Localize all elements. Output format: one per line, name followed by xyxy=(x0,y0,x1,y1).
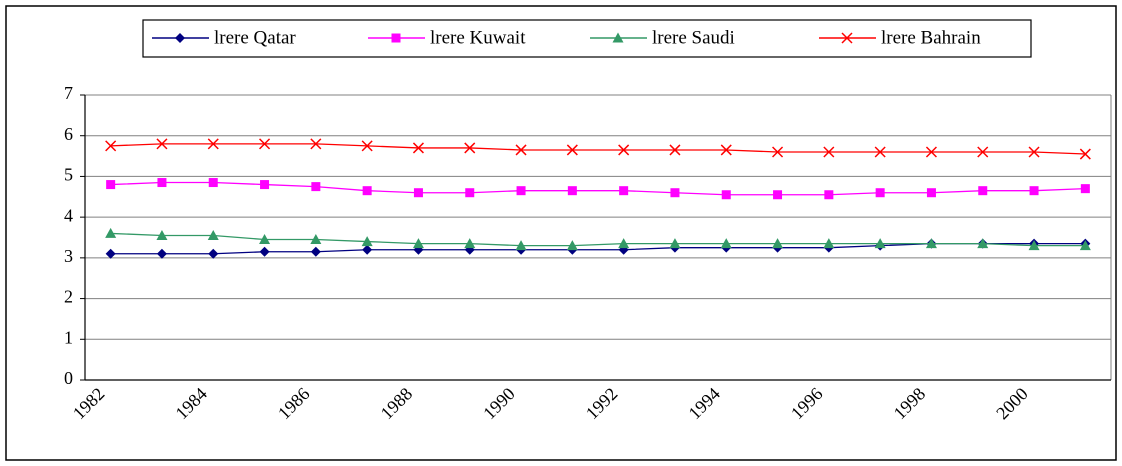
marker xyxy=(516,186,526,196)
marker xyxy=(925,238,937,249)
marker xyxy=(361,236,373,247)
y-tick-label: 7 xyxy=(64,83,73,103)
marker xyxy=(156,229,168,240)
y-tick-label: 3 xyxy=(64,246,73,266)
marker xyxy=(824,190,834,200)
marker xyxy=(310,246,321,257)
marker xyxy=(618,144,630,156)
marker xyxy=(260,180,270,190)
marker xyxy=(106,180,116,190)
marker xyxy=(978,186,988,196)
marker xyxy=(412,142,424,154)
marker xyxy=(465,188,475,198)
marker xyxy=(1079,240,1091,251)
marker xyxy=(977,238,989,249)
marker xyxy=(720,238,732,249)
marker xyxy=(259,246,270,257)
marker xyxy=(1028,146,1040,158)
marker xyxy=(207,229,219,240)
marker xyxy=(977,146,989,158)
marker xyxy=(311,182,321,192)
marker xyxy=(1080,184,1090,194)
marker xyxy=(105,140,117,152)
marker xyxy=(567,186,577,196)
marker xyxy=(259,234,271,245)
marker xyxy=(157,178,167,188)
series-line xyxy=(110,232,1086,247)
marker xyxy=(515,240,527,251)
marker xyxy=(464,142,476,154)
marker xyxy=(566,144,578,156)
marker xyxy=(156,138,168,150)
marker xyxy=(1028,240,1040,251)
marker xyxy=(105,248,116,259)
marker xyxy=(310,138,322,150)
marker xyxy=(670,188,680,198)
y-tick-label: 1 xyxy=(64,327,73,347)
marker xyxy=(721,190,731,200)
marker xyxy=(773,190,783,200)
marker xyxy=(720,144,732,156)
series-line xyxy=(110,143,1086,155)
legend-label: lrere Saudi xyxy=(652,27,735,48)
y-tick-label: 2 xyxy=(64,287,73,307)
marker xyxy=(566,240,578,251)
marker xyxy=(208,248,219,259)
marker xyxy=(926,188,936,198)
legend-marker xyxy=(175,33,185,43)
legend-marker xyxy=(391,33,401,43)
marker xyxy=(361,140,373,152)
marker xyxy=(619,186,629,196)
marker xyxy=(464,238,476,249)
marker xyxy=(412,238,424,249)
y-tick-label: 5 xyxy=(64,165,73,185)
legend-marker xyxy=(841,32,853,44)
marker xyxy=(259,138,271,150)
marker xyxy=(105,227,117,238)
legend-marker xyxy=(612,32,624,43)
marker xyxy=(874,238,886,249)
marker xyxy=(823,146,835,158)
marker xyxy=(772,238,784,249)
marker xyxy=(413,188,423,198)
marker xyxy=(208,178,218,188)
marker xyxy=(669,144,681,156)
marker xyxy=(156,248,167,259)
y-tick-label: 4 xyxy=(64,205,73,225)
marker xyxy=(925,146,937,158)
marker xyxy=(823,238,835,249)
y-tick-label: 0 xyxy=(64,368,73,388)
legend-label: lrere Bahrain xyxy=(881,27,981,48)
marker xyxy=(362,186,372,196)
legend-box xyxy=(142,19,1032,58)
marker xyxy=(1029,186,1039,196)
legend-label: lrere Kuwait xyxy=(430,27,526,48)
legend-label: lrere Qatar xyxy=(214,27,296,48)
marker xyxy=(515,144,527,156)
marker xyxy=(362,244,373,255)
marker xyxy=(310,234,322,245)
y-tick-label: 6 xyxy=(64,124,73,144)
series-line xyxy=(110,181,1086,196)
marker xyxy=(772,146,784,158)
marker xyxy=(1079,148,1091,160)
marker xyxy=(207,138,219,150)
chart-border xyxy=(5,5,1117,461)
marker xyxy=(874,146,886,158)
marker xyxy=(875,188,885,198)
marker xyxy=(618,238,630,249)
marker xyxy=(669,238,681,249)
